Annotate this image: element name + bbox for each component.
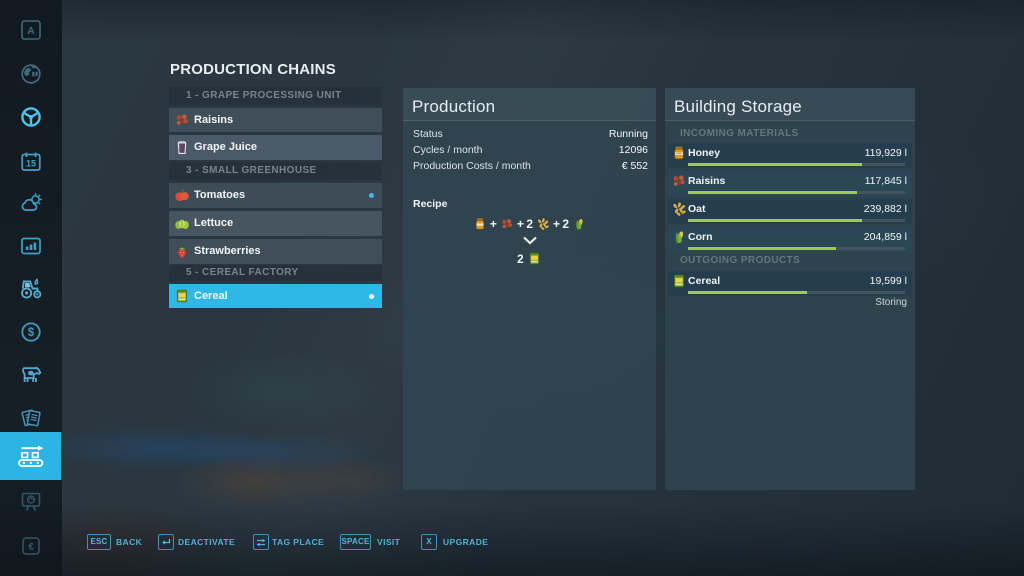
svg-text:€: € xyxy=(28,542,34,553)
svg-text:A: A xyxy=(27,26,34,37)
svg-text:$: $ xyxy=(28,327,35,339)
svg-text:15: 15 xyxy=(26,159,36,169)
